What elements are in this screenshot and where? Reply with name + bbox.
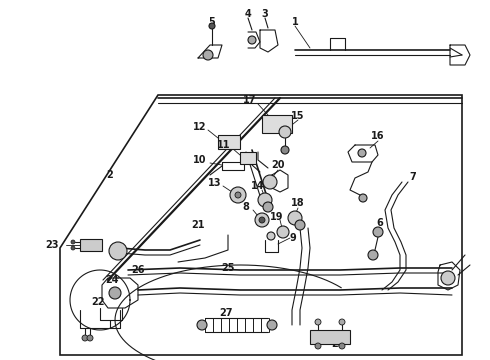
- Circle shape: [230, 187, 246, 203]
- Circle shape: [258, 193, 272, 207]
- Text: 26: 26: [131, 265, 145, 275]
- Text: 4: 4: [245, 9, 251, 19]
- Text: 20: 20: [271, 160, 285, 170]
- Circle shape: [263, 175, 277, 189]
- Circle shape: [235, 192, 241, 198]
- Text: 16: 16: [371, 131, 385, 141]
- Circle shape: [71, 246, 75, 250]
- Circle shape: [359, 194, 367, 202]
- Circle shape: [315, 343, 321, 349]
- Circle shape: [248, 36, 256, 44]
- Circle shape: [255, 213, 269, 227]
- Text: 18: 18: [291, 198, 305, 208]
- Text: 27: 27: [219, 308, 233, 318]
- Text: 25: 25: [221, 263, 235, 273]
- Circle shape: [339, 343, 345, 349]
- Text: 15: 15: [291, 111, 305, 121]
- Circle shape: [263, 202, 273, 212]
- Circle shape: [368, 250, 378, 260]
- Bar: [240, 152, 256, 164]
- Text: 22: 22: [91, 297, 105, 307]
- Text: 6: 6: [377, 218, 383, 228]
- Circle shape: [109, 242, 127, 260]
- Circle shape: [267, 320, 277, 330]
- Circle shape: [109, 287, 121, 299]
- Circle shape: [82, 335, 88, 341]
- Text: 19: 19: [270, 212, 284, 222]
- Circle shape: [339, 319, 345, 325]
- Bar: [80, 239, 102, 251]
- Circle shape: [373, 227, 383, 237]
- Circle shape: [358, 149, 366, 157]
- Text: 14: 14: [251, 181, 265, 191]
- Text: 5: 5: [209, 17, 216, 27]
- Circle shape: [209, 23, 215, 29]
- Text: 13: 13: [208, 178, 222, 188]
- Text: 17: 17: [243, 95, 257, 105]
- Text: 21: 21: [191, 220, 205, 230]
- Text: 1: 1: [292, 17, 298, 27]
- Text: 24: 24: [105, 275, 119, 285]
- Bar: [218, 135, 240, 149]
- Text: 10: 10: [193, 155, 207, 165]
- Text: 3: 3: [262, 9, 269, 19]
- Circle shape: [259, 217, 265, 223]
- Text: 2: 2: [107, 170, 113, 180]
- Circle shape: [267, 232, 275, 240]
- Text: 7: 7: [410, 172, 416, 182]
- Text: 23: 23: [45, 240, 59, 250]
- Text: 23: 23: [331, 339, 345, 349]
- Circle shape: [87, 335, 93, 341]
- Text: 11: 11: [217, 140, 231, 150]
- Circle shape: [441, 271, 455, 285]
- Circle shape: [281, 146, 289, 154]
- Circle shape: [203, 50, 213, 60]
- Bar: [262, 115, 292, 133]
- Circle shape: [315, 319, 321, 325]
- Circle shape: [71, 240, 75, 244]
- Circle shape: [295, 220, 305, 230]
- Circle shape: [277, 226, 289, 238]
- Circle shape: [197, 320, 207, 330]
- Text: 8: 8: [243, 202, 249, 212]
- Bar: [310, 330, 350, 344]
- Text: 12: 12: [193, 122, 207, 132]
- Circle shape: [288, 211, 302, 225]
- Text: 9: 9: [290, 233, 296, 243]
- Circle shape: [279, 126, 291, 138]
